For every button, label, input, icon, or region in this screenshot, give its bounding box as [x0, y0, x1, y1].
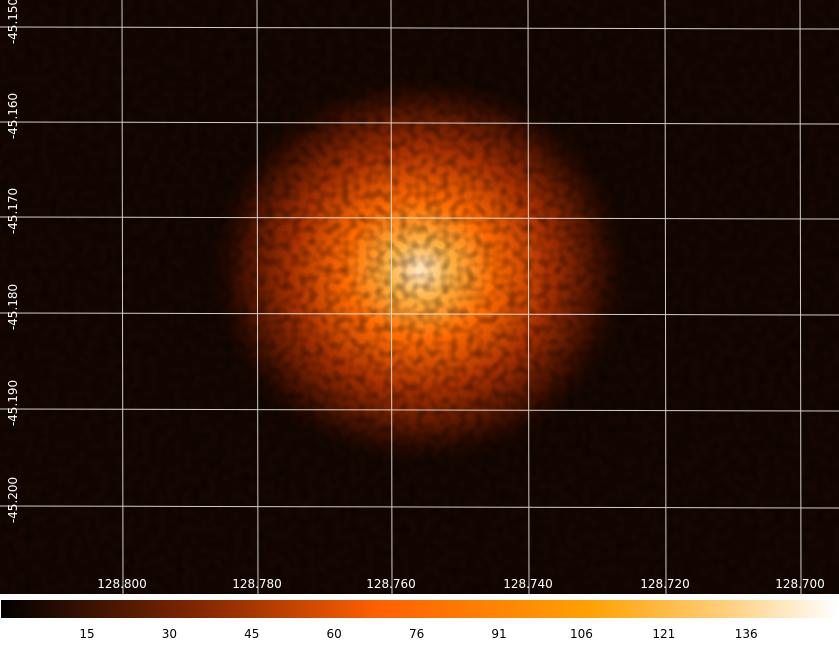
y-axis-label: -45.160: [6, 93, 20, 139]
y-axis-label: -45.190: [6, 380, 20, 426]
grid-line: [527, 0, 530, 595]
x-axis-label: 128.800: [97, 577, 147, 591]
coordinate-grid: [0, 0, 839, 595]
axis-labels: 128.800 128.780 128.760 128.740 128.720 128.7…: [6, 0, 825, 591]
colorbar-label: 121: [652, 627, 675, 641]
y-axis-label: -45.170: [6, 188, 20, 234]
colorbar-gradient: [1, 600, 838, 618]
grid-line: [799, 0, 802, 595]
y-axis-label: -45.180: [6, 284, 20, 330]
colorbar-label: 15: [79, 627, 94, 641]
x-axis-label: 128.760: [366, 577, 416, 591]
x-axis-label: 128.700: [775, 577, 825, 591]
colorbar: 15 30 45 60 76 91 106 121 136: [0, 598, 839, 641]
grid-line: [0, 505, 839, 509]
colorbar-label: 60: [327, 627, 342, 641]
grid-line: [256, 0, 259, 595]
colorbar-label: 30: [162, 627, 177, 641]
colorbar-label: 76: [409, 627, 424, 641]
grid-line: [121, 0, 124, 595]
grid-line: [0, 121, 839, 125]
grid-line: [0, 312, 839, 316]
grid-line: [0, 408, 839, 412]
y-axis-label: -45.200: [6, 477, 20, 523]
x-axis-label: 128.780: [232, 577, 282, 591]
image-noise: [0, 0, 839, 594]
grid-line: [0, 216, 839, 220]
colorbar-label: 136: [735, 627, 758, 641]
colorbar-label: 45: [244, 627, 259, 641]
grid-line: [664, 0, 667, 595]
grid-line: [0, 26, 839, 30]
colorbar-label: 106: [570, 627, 593, 641]
colorbar-label: 91: [491, 627, 506, 641]
y-axis-label: -45.150: [6, 0, 20, 44]
x-axis-label: 128.720: [640, 577, 690, 591]
x-axis-label: 128.740: [503, 577, 553, 591]
grid-line: [390, 0, 393, 595]
